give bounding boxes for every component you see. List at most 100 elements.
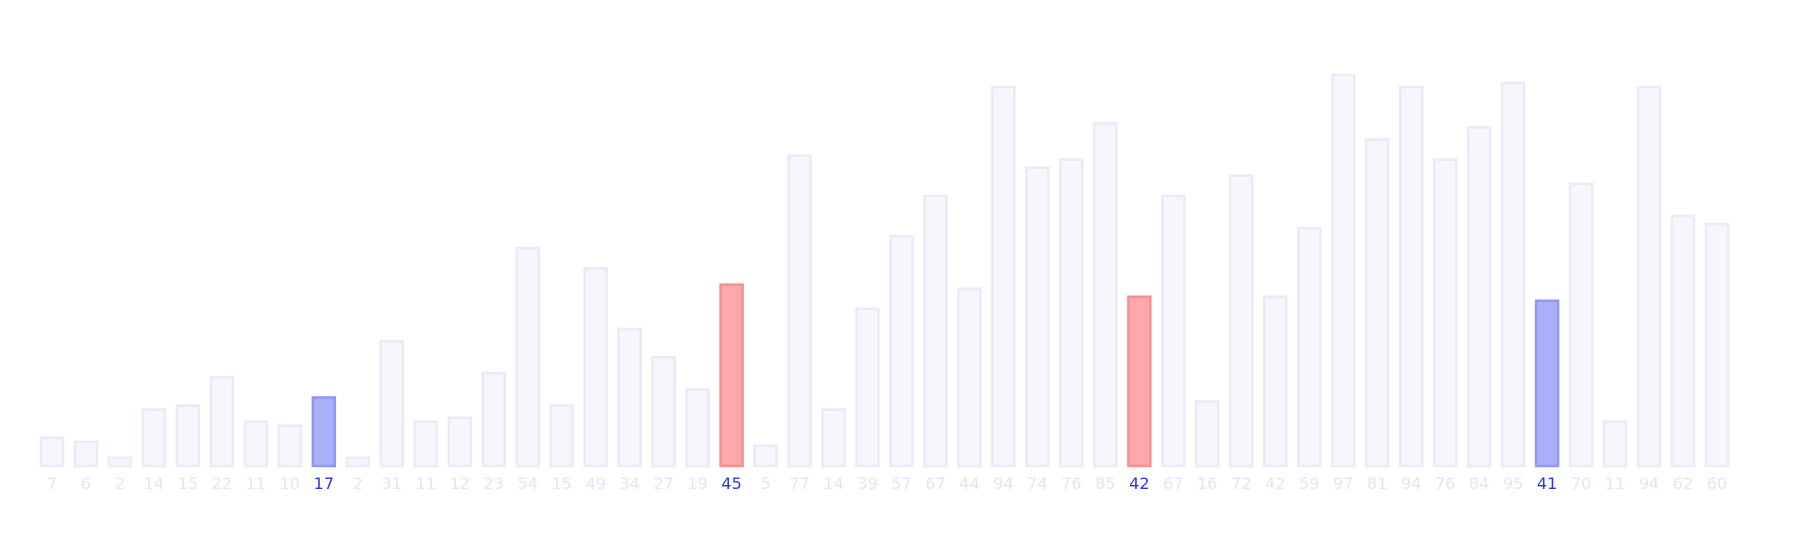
tick-label-2: 2	[115, 474, 125, 493]
tick-label-38: 97	[1333, 474, 1353, 493]
bar-3	[141, 408, 167, 468]
bar-19	[685, 388, 710, 468]
tick-label-4: 15	[178, 474, 198, 493]
tick-label-36: 42	[1265, 474, 1285, 493]
bar-47	[1636, 85, 1662, 468]
tick-label-35: 72	[1231, 474, 1251, 493]
tick-label-34: 16	[1197, 474, 1217, 493]
tick-label-6: 11	[246, 474, 266, 493]
tick-label-9: 2	[353, 474, 363, 493]
bar-31	[1093, 122, 1118, 468]
tick-label-39: 81	[1367, 474, 1387, 493]
bar-43	[1500, 81, 1526, 468]
bar-26	[923, 194, 948, 468]
bar-21	[753, 444, 778, 468]
bar-41	[1432, 158, 1458, 468]
tick-label-48: 62	[1673, 474, 1693, 493]
bar-13	[481, 372, 506, 468]
tick-label-5: 22	[212, 474, 232, 493]
tick-label-26: 67	[925, 474, 945, 493]
tick-label-41: 76	[1435, 474, 1455, 493]
bar-22	[787, 154, 812, 468]
tick-label-7: 10	[280, 474, 300, 493]
tick-label-0: 7	[47, 474, 57, 493]
bar-48	[1670, 214, 1696, 468]
tick-label-40: 94	[1401, 474, 1421, 493]
tick-label-25: 57	[891, 474, 911, 493]
bar-24	[855, 307, 880, 468]
tick-label-49: 60	[1707, 474, 1727, 493]
bar-20	[719, 283, 744, 468]
tick-label-27: 44	[959, 474, 979, 493]
tick-label-24: 39	[857, 474, 877, 493]
tick-label-46: 11	[1605, 474, 1625, 493]
bar-6	[243, 420, 269, 468]
bar-8	[311, 396, 337, 468]
tick-label-21: 5	[760, 474, 770, 493]
bar-45	[1568, 182, 1594, 468]
tick-label-12: 12	[450, 474, 470, 493]
bar-42	[1466, 126, 1492, 468]
tick-label-3: 14	[144, 474, 164, 493]
tick-label-11: 11	[416, 474, 436, 493]
tick-label-20: 45	[721, 474, 741, 493]
bar-49	[1704, 222, 1730, 468]
tick-label-23: 14	[823, 474, 843, 493]
bar-36	[1263, 295, 1288, 468]
bar-1	[73, 440, 99, 468]
tick-label-15: 15	[552, 474, 572, 493]
tick-label-44: 41	[1537, 474, 1557, 493]
tick-label-29: 74	[1027, 474, 1047, 493]
tick-label-19: 19	[687, 474, 707, 493]
bar-7	[277, 424, 303, 468]
bar-11	[413, 420, 439, 468]
tick-label-43: 95	[1503, 474, 1523, 493]
bar-23	[821, 408, 846, 468]
bar-27	[957, 287, 982, 468]
tick-label-1: 6	[81, 474, 91, 493]
bar-37	[1296, 226, 1322, 468]
bar-18	[651, 355, 676, 468]
bar-29	[1025, 166, 1050, 468]
tick-label-10: 31	[382, 474, 402, 493]
bar-33	[1161, 194, 1186, 468]
bar-35	[1229, 174, 1254, 468]
bar-25	[889, 234, 914, 468]
tick-label-33: 67	[1163, 474, 1183, 493]
bar-38	[1330, 73, 1356, 468]
tick-label-47: 94	[1639, 474, 1659, 493]
bar-39	[1364, 138, 1390, 468]
bar-16	[583, 267, 608, 468]
bar-28	[991, 85, 1016, 468]
tick-label-37: 59	[1299, 474, 1319, 493]
tick-label-42: 84	[1469, 474, 1489, 493]
bar-32	[1127, 295, 1152, 468]
bar-2	[107, 456, 133, 468]
tick-label-22: 77	[789, 474, 809, 493]
tick-label-45: 70	[1571, 474, 1591, 493]
bar-30	[1059, 158, 1084, 468]
tick-label-28: 94	[993, 474, 1013, 493]
bar-34	[1195, 400, 1220, 468]
bar-9	[345, 456, 371, 468]
bar-40	[1398, 85, 1424, 468]
tick-label-30: 76	[1061, 474, 1081, 493]
tick-label-18: 27	[653, 474, 673, 493]
tick-label-17: 34	[619, 474, 639, 493]
tick-label-13: 23	[484, 474, 504, 493]
tick-label-8: 17	[314, 474, 334, 493]
tick-label-32: 42	[1129, 474, 1149, 493]
bar-46	[1602, 420, 1628, 468]
bar-10	[379, 339, 405, 468]
bar-15	[549, 404, 574, 468]
bar-0	[39, 436, 65, 468]
tick-label-16: 49	[585, 474, 605, 493]
tick-label-31: 85	[1095, 474, 1115, 493]
bar-44	[1534, 299, 1560, 468]
bar-5	[209, 376, 235, 468]
bar-12	[447, 416, 473, 468]
bar-17	[617, 327, 642, 468]
bar-14	[515, 247, 540, 468]
